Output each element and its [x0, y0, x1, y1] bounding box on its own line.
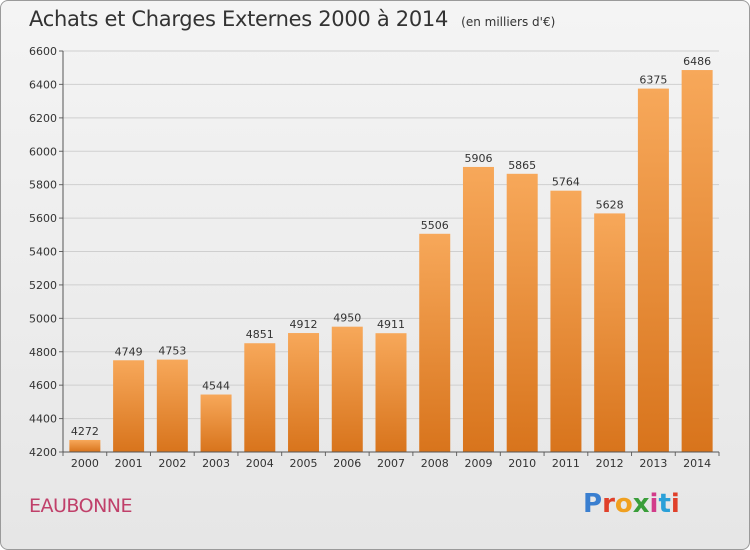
value-label-2000: 4272 — [71, 425, 99, 438]
value-label-2001: 4749 — [115, 345, 143, 358]
x-tick-label-2010: 2010 — [508, 457, 536, 470]
value-label-2006: 4950 — [333, 312, 361, 325]
y-tick-label: 4800 — [29, 346, 57, 359]
y-tick-label: 6400 — [29, 78, 57, 91]
logo-letter: x — [632, 489, 650, 519]
value-label-2008: 5506 — [421, 219, 449, 232]
value-label-2002: 4753 — [158, 345, 186, 358]
logo-letter: i — [649, 489, 659, 519]
y-tick-label: 5200 — [29, 279, 57, 292]
value-label-2003: 4544 — [202, 380, 230, 393]
bar-2006 — [331, 326, 363, 452]
value-labels: 4272 4749 4753 4544 4851 4912 4950 4911 5506 5906… — [71, 55, 711, 438]
y-tick-label: 4600 — [29, 379, 57, 392]
y-tick-label: 6600 — [29, 45, 57, 58]
logo-letter: t — [658, 489, 671, 519]
value-label-2010: 5865 — [508, 159, 536, 172]
bar-2003 — [200, 394, 232, 452]
title-area: Achats et Charges Externes 2000 à 2014 (… — [29, 7, 555, 31]
bar-2002 — [156, 359, 188, 452]
chart-title: Achats et Charges Externes 2000 à 2014 — [29, 7, 449, 31]
x-tick-label-2006: 2006 — [333, 457, 361, 470]
y-tick-label: 5600 — [29, 212, 57, 225]
bar-2005 — [288, 333, 320, 452]
y-tick-label: 5800 — [29, 179, 57, 192]
chart-subtitle: (en milliers d'€) — [461, 15, 556, 29]
x-tick-label-2008: 2008 — [421, 457, 449, 470]
bars — [69, 70, 713, 453]
value-label-2011: 5764 — [552, 176, 580, 189]
x-tick-label-2000: 2000 — [71, 457, 99, 470]
x-tick-label-2012: 2012 — [596, 457, 624, 470]
y-tick-label: 4200 — [29, 446, 57, 459]
x-tick-label-2011: 2011 — [552, 457, 580, 470]
y-tick-label: 5000 — [29, 312, 57, 325]
bar-2009 — [462, 166, 494, 453]
value-label-2012: 5628 — [596, 198, 624, 211]
logo-letter: r — [602, 489, 615, 519]
bar-2000 — [69, 439, 101, 452]
value-label-2007: 4911 — [377, 318, 405, 331]
y-tick-label: 6200 — [29, 112, 57, 125]
value-label-2005: 4912 — [290, 318, 318, 331]
bar-2004 — [244, 343, 276, 452]
bar-2013 — [637, 88, 669, 452]
y-axis-ticks: 4200 4400 4600 4800 5000 5200 5400 5600 5800 6000… — [29, 45, 63, 459]
y-tick-label: 4400 — [29, 413, 57, 426]
logo-letter: i — [670, 489, 680, 519]
x-tick-label-2007: 2007 — [377, 457, 405, 470]
city-name: EAUBONNE — [29, 495, 133, 517]
value-label-2014: 6486 — [683, 55, 711, 68]
x-tick-label-2005: 2005 — [290, 457, 318, 470]
x-tick-label-2014: 2014 — [683, 457, 711, 470]
logo-letter: P — [583, 489, 603, 519]
y-tick-label: 5400 — [29, 246, 57, 259]
logo-letter: o — [614, 489, 633, 519]
bar-2012 — [594, 213, 626, 452]
bar-2010 — [506, 173, 538, 452]
x-tick-label-2013: 2013 — [639, 457, 667, 470]
value-label-2004: 4851 — [246, 328, 274, 341]
bar-2011 — [550, 190, 582, 452]
bar-2001 — [113, 360, 145, 452]
x-tick-label-2003: 2003 — [202, 457, 230, 470]
x-tick-label-2009: 2009 — [464, 457, 492, 470]
x-axis-ticks: 2000 2001 2002 2003 2004 2005 2006 2007 2008 2009… — [62, 452, 720, 470]
y-tick-label: 6000 — [29, 145, 57, 158]
x-tick-label-2004: 2004 — [246, 457, 274, 470]
value-label-2009: 5906 — [464, 152, 492, 165]
bar-2007 — [375, 333, 407, 452]
value-label-2013: 6375 — [639, 74, 667, 87]
x-tick-label-2001: 2001 — [115, 457, 143, 470]
x-tick-label-2002: 2002 — [158, 457, 186, 470]
bar-2008 — [419, 233, 451, 452]
bar-2014 — [681, 70, 713, 453]
proxiti-logo: Proxiti — [583, 489, 680, 519]
